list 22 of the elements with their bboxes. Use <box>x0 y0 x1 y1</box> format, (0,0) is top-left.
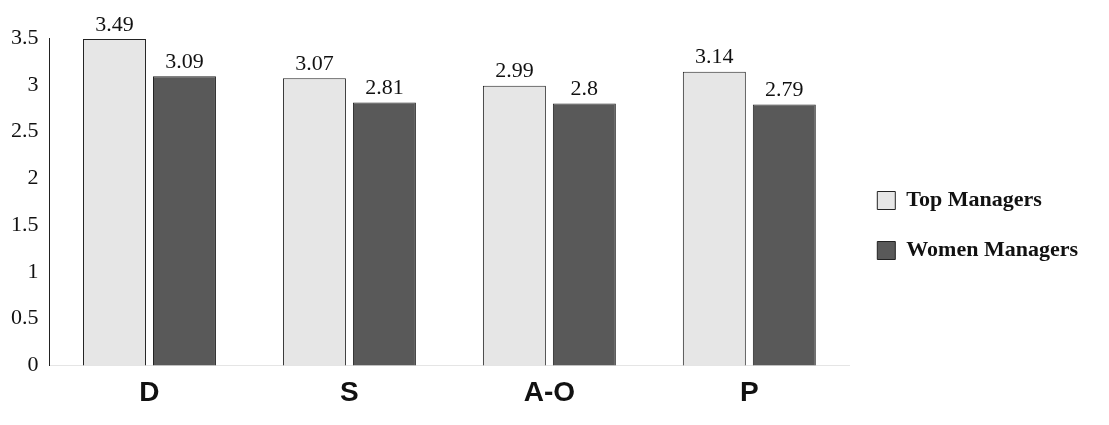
x-tick-label: A-O <box>523 375 576 407</box>
y-tick-label: 0.5 <box>11 304 39 330</box>
y-tick-label: 2 <box>27 164 39 190</box>
data-label: 3.09 <box>165 48 204 74</box>
y-tick-label: 2.5 <box>11 117 39 143</box>
data-label: 2.8 <box>570 75 599 101</box>
y-tick-label: 1 <box>27 257 39 283</box>
y-tick-label: 3.5 <box>11 23 39 49</box>
y-tick-label: 0 <box>27 351 39 377</box>
y-tick-label: 3 <box>27 70 39 96</box>
data-label: 3.14 <box>695 43 734 69</box>
data-label: 3.07 <box>295 50 334 75</box>
data-label: 2.81 <box>365 74 404 100</box>
data-label: 2.79 <box>765 76 804 102</box>
data-label: 2.99 <box>495 57 534 83</box>
y-tick-label: 1.5 <box>11 210 39 236</box>
data-label: 3.49 <box>95 10 134 36</box>
legend-label: Women Managers <box>906 236 1079 262</box>
x-tick-label: D <box>139 375 160 407</box>
x-tick-label: P <box>739 375 759 407</box>
x-tick-label: S <box>340 375 359 407</box>
legend-label: Top Managers <box>906 186 1043 212</box>
